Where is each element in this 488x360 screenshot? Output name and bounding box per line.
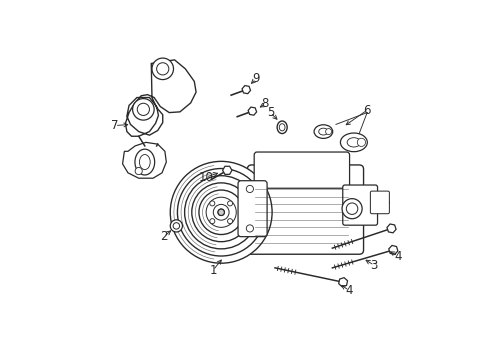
FancyBboxPatch shape [247,165,363,254]
Text: 2: 2 [160,230,167,243]
Text: 8: 8 [261,98,268,111]
Circle shape [132,99,154,120]
Text: 3: 3 [370,259,377,272]
Circle shape [135,167,142,175]
Polygon shape [242,86,250,94]
Text: 5: 5 [266,106,273,119]
Circle shape [213,204,228,220]
Text: 9: 9 [252,72,259,85]
Ellipse shape [313,125,332,138]
Polygon shape [122,142,166,178]
Text: 7: 7 [111,119,118,132]
Polygon shape [388,246,397,255]
Ellipse shape [318,128,327,135]
Ellipse shape [346,138,360,147]
Ellipse shape [139,154,150,170]
Circle shape [209,219,214,224]
Circle shape [341,199,362,219]
Circle shape [177,168,264,256]
Circle shape [156,63,168,75]
Polygon shape [222,166,231,174]
Circle shape [325,129,331,135]
Circle shape [357,138,365,147]
Circle shape [173,223,179,229]
FancyBboxPatch shape [369,191,388,214]
Circle shape [152,58,173,80]
Circle shape [227,201,232,206]
Circle shape [209,201,214,206]
Circle shape [246,225,253,232]
Text: 4: 4 [345,284,352,297]
Text: 4: 4 [393,249,401,262]
Circle shape [246,185,253,193]
Polygon shape [247,107,256,115]
FancyBboxPatch shape [342,185,377,225]
Circle shape [218,209,224,216]
Ellipse shape [279,124,285,131]
Ellipse shape [340,133,366,152]
Text: 6: 6 [363,104,370,117]
Text: 10: 10 [198,171,213,184]
Circle shape [346,203,357,215]
Circle shape [218,209,224,216]
Circle shape [184,176,257,249]
Circle shape [137,103,149,116]
Text: 1: 1 [209,264,216,277]
Polygon shape [338,278,347,287]
Circle shape [227,219,232,224]
Ellipse shape [277,121,286,134]
Circle shape [206,197,236,227]
Polygon shape [125,60,196,136]
FancyBboxPatch shape [238,181,266,237]
Circle shape [191,183,250,242]
Circle shape [170,220,182,232]
FancyBboxPatch shape [254,152,349,188]
Polygon shape [386,224,395,233]
Ellipse shape [135,149,154,175]
Circle shape [199,190,243,234]
Circle shape [170,161,271,263]
